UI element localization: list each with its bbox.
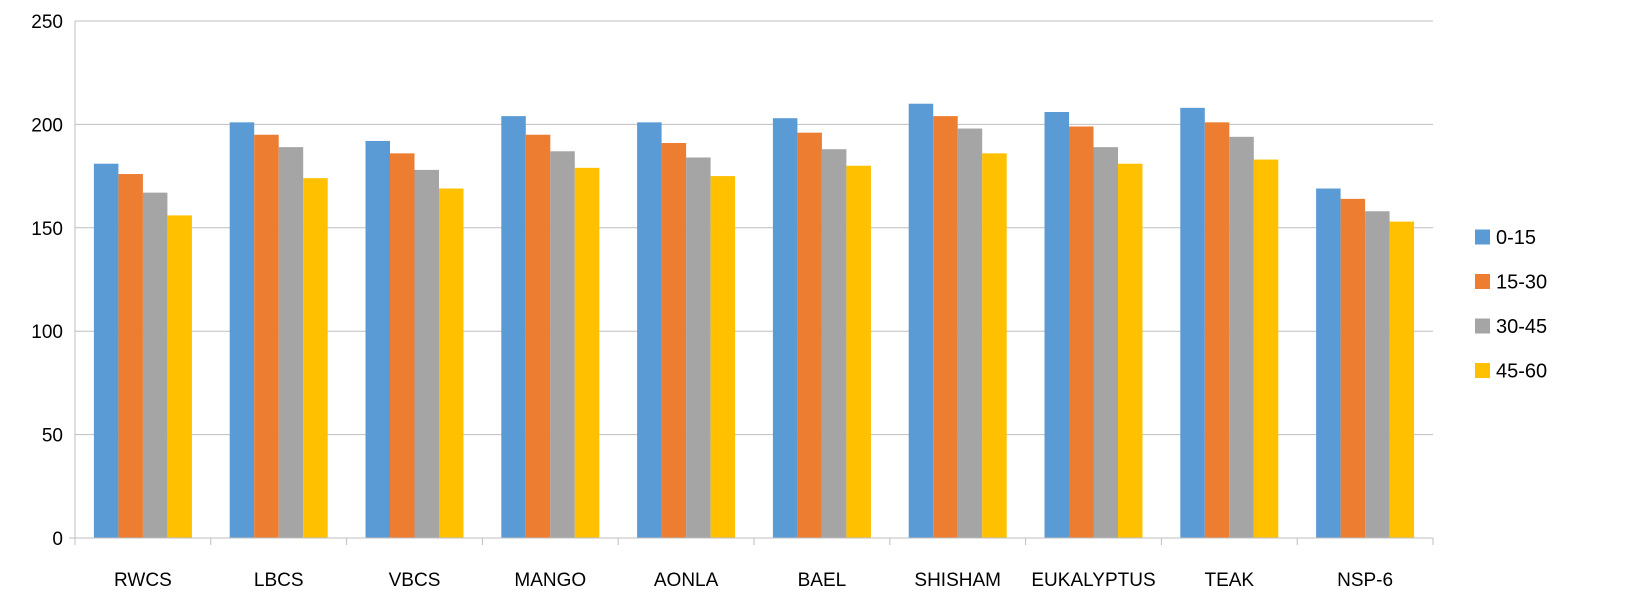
bar-shisham-45-60 [982, 153, 1007, 539]
x-tick-label: TEAK [1204, 570, 1254, 591]
bar-eukalyptus-45-60 [1118, 163, 1143, 538]
bar-rwcs-45-60 [167, 215, 192, 538]
legend-swatch [1475, 363, 1490, 378]
bar-shisham-30-45 [957, 128, 983, 538]
bar-eukalyptus-30-45 [1093, 147, 1118, 538]
bar-nsp-6-0-15 [1316, 188, 1341, 538]
bar-mango-45-60 [574, 167, 600, 538]
x-tick-label: LBCS [254, 570, 304, 591]
x-tick-label: RWCS [114, 570, 172, 591]
bar-lbcs-30-45 [278, 147, 304, 538]
bar-aonla-0-15 [637, 122, 662, 538]
bar-eukalyptus-0-15 [1044, 111, 1069, 538]
legend-label: 0-15 [1496, 227, 1536, 249]
y-tick-label: 200 [31, 115, 63, 136]
bar-bael-30-45 [821, 149, 847, 538]
legend-item: 30-45 [1475, 316, 1547, 338]
bar-aonla-45-60 [710, 176, 736, 538]
bar-mango-0-15 [501, 116, 526, 539]
y-tick-label: 250 [31, 12, 63, 33]
bars [93, 103, 1415, 539]
legend: 0-15 15-30 30-45 45-60 [1475, 227, 1547, 383]
x-tick-label: BAEL [798, 570, 847, 591]
legend-item: 15-30 [1475, 272, 1547, 294]
y-tick-label: 100 [31, 322, 63, 343]
bar-teak-15-30 [1204, 122, 1230, 538]
bar-vbcs-45-60 [439, 188, 464, 538]
bar-shisham-15-30 [933, 116, 958, 539]
bar-rwcs-0-15 [93, 163, 119, 538]
legend-item: 45-60 [1475, 361, 1547, 383]
bar-shisham-0-15 [908, 103, 934, 538]
bar-bael-45-60 [846, 165, 871, 538]
bar-nsp-6-30-45 [1365, 211, 1390, 539]
bar-teak-30-45 [1229, 136, 1254, 539]
x-tick-label: SHISHAM [914, 570, 1001, 591]
bar-nsp-6-15-30 [1340, 198, 1366, 538]
y-tick-label: 150 [31, 219, 63, 240]
x-tick-label: AONLA [654, 570, 719, 591]
x-tick-label: EUKALYPTUS [1031, 570, 1155, 591]
bar-eukalyptus-15-30 [1069, 126, 1094, 538]
bar-nsp-6-45-60 [1389, 221, 1415, 538]
bar-bael-15-30 [797, 132, 822, 538]
bar-lbcs-45-60 [303, 178, 328, 538]
bar-vbcs-0-15 [365, 140, 390, 538]
x-axis-tick-labels: RWCS LBCS VBCS MANGO AONLA BAEL SHISHAM EUKALYP… [114, 570, 1393, 591]
x-tick-label: NSP-6 [1337, 570, 1393, 591]
legend-swatch [1475, 229, 1490, 245]
x-tick-label: MANGO [514, 570, 586, 591]
bar-rwcs-30-45 [142, 192, 168, 539]
bar-mango-15-30 [525, 134, 551, 539]
bar-aonla-30-45 [686, 157, 711, 538]
legend-label: 45-60 [1496, 361, 1547, 383]
bar-rwcs-15-30 [118, 174, 143, 539]
legend-item: 0-15 [1475, 227, 1536, 249]
x-tick-label: VBCS [389, 570, 441, 591]
y-axis-tick-labels: 0 50 100 150 200 250 [31, 12, 63, 550]
axes [69, 21, 1434, 545]
bar-bael-0-15 [772, 118, 798, 539]
bar-mango-30-45 [550, 151, 575, 538]
bar-teak-45-60 [1253, 159, 1279, 538]
bar-teak-0-15 [1180, 107, 1205, 538]
y-tick-label: 0 [52, 529, 63, 550]
bar-vbcs-15-30 [390, 153, 415, 539]
legend-swatch [1475, 274, 1490, 289]
legend-label: 30-45 [1496, 316, 1547, 338]
y-tick-label: 50 [42, 426, 63, 447]
legend-swatch [1475, 318, 1490, 334]
bar-lbcs-15-30 [254, 134, 279, 539]
bar-aonla-15-30 [661, 143, 687, 538]
bar-vbcs-30-45 [414, 169, 439, 538]
legend-label: 15-30 [1496, 272, 1547, 294]
bar-lbcs-0-15 [229, 122, 255, 538]
